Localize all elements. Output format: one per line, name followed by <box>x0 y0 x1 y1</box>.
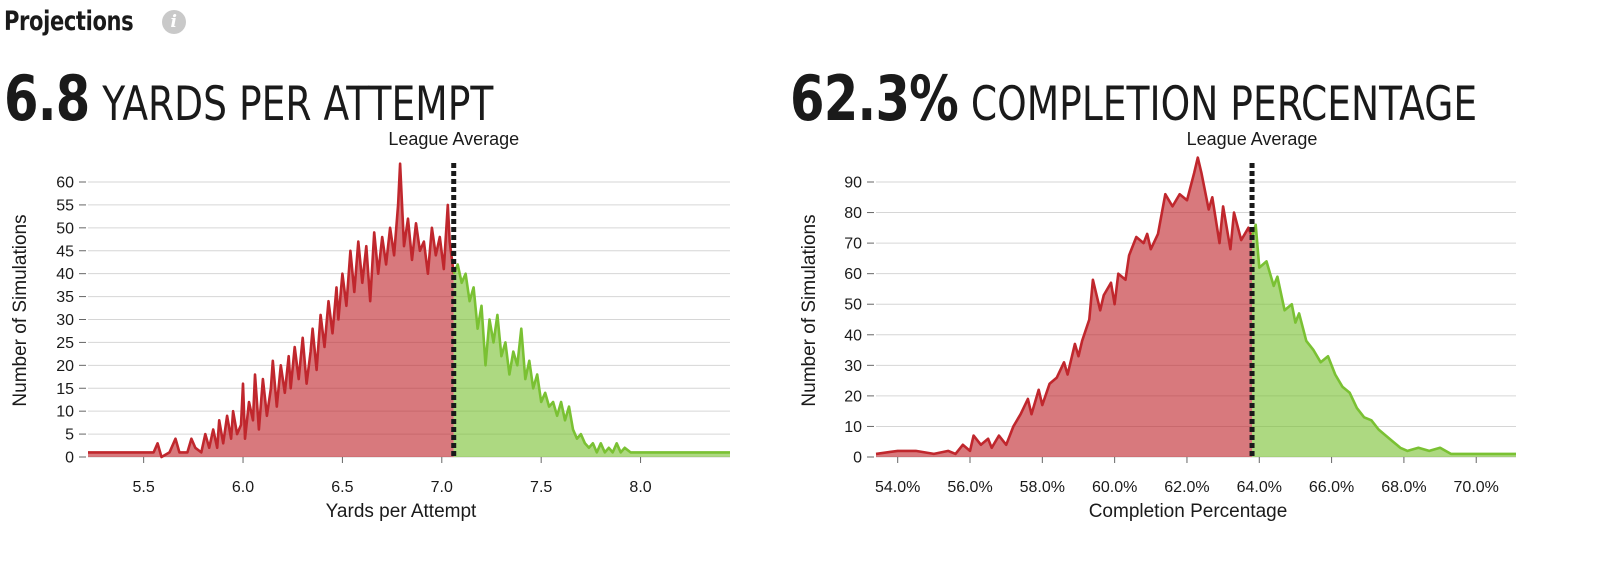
yards-headline-value: 6.8 <box>4 62 90 135</box>
yards-per-attempt-chart: 0 5 10 15 20 25 30 35 40 45 50 55 60 5.5 6.0 6.5 7.0 7.5 8… <box>10 129 730 522</box>
y-tick-label: 20 <box>844 388 862 405</box>
y-tick-label: 15 <box>56 381 74 398</box>
x-tick-label: 68.0% <box>1381 479 1426 496</box>
y-tick-label: 50 <box>844 297 862 314</box>
y-tick-label: 50 <box>56 220 74 237</box>
above-average-line <box>1250 223 1516 456</box>
below-average-area <box>876 157 1252 457</box>
x-axis-label: Completion Percentage <box>1089 501 1288 522</box>
y-tick-label: 30 <box>844 358 862 375</box>
y-tick-label: 10 <box>844 419 862 436</box>
x-tick-label: 58.0% <box>1020 479 1065 496</box>
x-tick-label: 62.0% <box>1164 479 1209 496</box>
y-tick-label: 80 <box>844 205 862 222</box>
completion-headline: 62.3% COMPLETION PERCENTAGE <box>790 62 1477 135</box>
y-axis-label: Number of Simulations <box>10 214 31 406</box>
y-tick-label: 5 <box>65 427 74 444</box>
y-tick-label: 40 <box>844 327 862 344</box>
league-average-label: League Average <box>1187 129 1318 149</box>
projections-header: Projections i <box>4 6 186 37</box>
x-tick-label: 54.0% <box>875 479 920 496</box>
below-average-line <box>875 156 1254 456</box>
yards-headline: 6.8 YARDS PER ATTEMPT <box>4 62 493 135</box>
x-tick-label: 66.0% <box>1309 479 1354 496</box>
page-title: Projections <box>4 6 134 37</box>
y-tick-label: 40 <box>56 266 74 283</box>
y-tick-label: 0 <box>65 450 74 467</box>
x-tick-label: 8.0 <box>629 479 651 496</box>
y-tick-label: 70 <box>844 236 862 253</box>
completion-headline-label: COMPLETION PERCENTAGE <box>970 77 1478 132</box>
x-tick-label: 64.0% <box>1237 479 1282 496</box>
x-tick-label: 56.0% <box>947 479 992 496</box>
y-tick-label: 0 <box>853 450 862 467</box>
y-tick-label: 60 <box>844 266 862 283</box>
x-tick-label: 5.5 <box>133 479 155 496</box>
x-tick-label: 60.0% <box>1092 479 1137 496</box>
above-average-area <box>1252 224 1516 457</box>
yards-headline-label: YARDS PER ATTEMPT <box>102 77 494 132</box>
y-tick-label: 90 <box>844 175 862 192</box>
x-tick-label: 6.5 <box>331 479 353 496</box>
y-tick-label: 20 <box>56 358 74 375</box>
y-tick-label: 10 <box>56 404 74 421</box>
y-axis-label: Number of Simulations <box>799 214 820 406</box>
y-tick-label: 35 <box>56 289 74 306</box>
y-tick-label: 25 <box>56 335 74 352</box>
league-average-label: League Average <box>388 129 519 149</box>
x-tick-label: 70.0% <box>1454 479 1499 496</box>
completion-headline-value: 62.3% <box>790 62 959 135</box>
x-tick-label: 6.0 <box>232 479 254 496</box>
above-average-area <box>453 264 730 457</box>
y-tick-label: 30 <box>56 312 74 329</box>
below-average-area <box>88 163 454 457</box>
x-tick-label: 7.5 <box>530 479 552 496</box>
above-average-line <box>452 263 730 454</box>
x-tick-label: 7.0 <box>431 479 453 496</box>
yards-per-attempt-panel: 6.8 YARDS PER ATTEMPT 0 5 10 15 20 25 30 35 40 45… <box>0 0 780 562</box>
info-icon[interactable]: i <box>161 9 186 34</box>
y-tick-label: 45 <box>56 243 74 260</box>
y-tick-label: 60 <box>56 175 74 192</box>
x-axis-label: Yards per Attempt <box>326 501 477 522</box>
y-tick-label: 55 <box>56 197 74 214</box>
below-average-line <box>88 162 455 459</box>
